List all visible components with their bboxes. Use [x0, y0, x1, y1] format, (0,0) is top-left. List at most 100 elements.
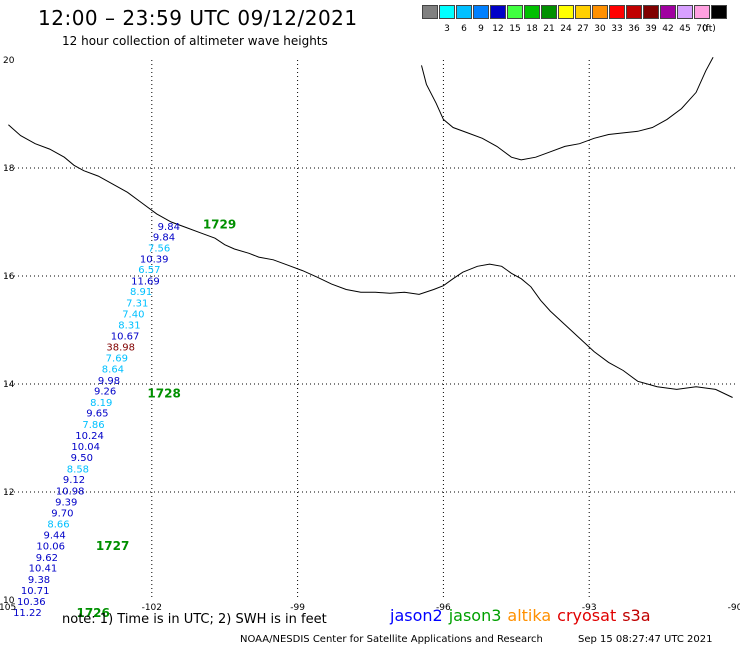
scale-swatch [660, 5, 676, 19]
scale-label: 15 [509, 24, 521, 34]
footer-timestamp: Sep 15 08:27:47 UTC 2021 [578, 634, 713, 645]
swh-value-label: 10.67 [111, 331, 140, 342]
legend-item-cryosat: cryosat [557, 606, 617, 625]
swh-value-label: 7.69 [106, 354, 128, 365]
scale-label: 27 [577, 24, 589, 34]
swh-value-label: 7.40 [122, 309, 144, 320]
swh-value-label: 8.19 [90, 398, 112, 409]
swh-value-label: 9.50 [71, 453, 93, 464]
swh-value-label: 8.31 [118, 321, 140, 332]
swh-value-label: 9.44 [43, 531, 65, 542]
lat-tick-label: 18 [3, 164, 15, 174]
lon-tick-label: -96 [436, 603, 451, 613]
swh-value-label: 8.66 [47, 519, 69, 530]
map-subtitle: 12 hour collection of altimeter wave hei… [62, 34, 328, 48]
swh-value-label: 7.56 [148, 243, 170, 254]
swh-value-label: 9.39 [55, 497, 77, 508]
legend-item-s3a: s3a [622, 606, 651, 625]
map-grid [6, 60, 735, 600]
scale-swatch [422, 5, 438, 19]
scale-label: 12 [492, 24, 504, 34]
legend-item-jason2: jason2 [390, 606, 443, 625]
swh-value-label: 10.04 [71, 442, 100, 453]
swh-value-label: 8.64 [102, 364, 124, 375]
track-time-label: 1726 [76, 606, 109, 620]
altimeter-track: 9.849.847.5610.396.5711.698.917.317.408.… [13, 218, 236, 620]
scale-label: 3 [444, 24, 450, 34]
scale-swatch [643, 5, 659, 19]
lon-tick-label: -105 [0, 603, 16, 613]
scale-swatch [626, 5, 642, 19]
scale-unit-label: (ft) [702, 24, 716, 34]
scale-swatch [456, 5, 472, 19]
scale-swatch [507, 5, 523, 19]
scale-label: 24 [560, 24, 572, 34]
scale-label: 9 [478, 24, 484, 34]
lon-tick-label: -99 [290, 603, 305, 613]
swh-value-label: 10.39 [140, 254, 169, 265]
track-time-label: 1728 [147, 387, 180, 401]
swh-value-label: 9.98 [98, 376, 120, 387]
swh-value-label: 9.12 [63, 475, 85, 486]
swh-value-label: 9.65 [86, 409, 108, 420]
scale-label: 6 [461, 24, 467, 34]
swh-value-label: 7.31 [126, 299, 148, 310]
swh-value-label: 9.70 [51, 509, 73, 520]
swh-value-label: 9.38 [28, 575, 50, 586]
lon-tick-label: -93 [582, 603, 597, 613]
scale-label: 18 [526, 24, 538, 34]
lat-tick-label: 14 [3, 380, 15, 390]
swh-value-label: 7.86 [82, 420, 104, 431]
lon-tick-label: -102 [142, 603, 162, 613]
scale-label: 36 [628, 24, 640, 34]
scale-label: 42 [662, 24, 674, 34]
legend-item-altika: altika [507, 606, 552, 625]
swh-value-label: 9.84 [158, 222, 180, 233]
satellite-legend: jason2 jason3 altika cryosat s3a [390, 606, 657, 625]
scale-swatch [473, 5, 489, 19]
scale-label: 45 [679, 24, 691, 34]
coastline [8, 57, 733, 398]
scale-swatch [541, 5, 557, 19]
note-text: note: 1) Time is in UTC; 2) SWH is in fe… [62, 612, 327, 627]
footer-credit: NOAA/NESDIS Center for Satellite Applica… [240, 634, 543, 645]
map-axes: -105 -102 -99 -96 -93 -90 20 18 16 14 12 10 [0, 56, 740, 613]
gulf-coastline [421, 57, 714, 161]
swh-value-label: 10.98 [56, 486, 85, 497]
scale-swatch [592, 5, 608, 19]
scale-swatch [711, 5, 727, 19]
map-title: 12:00 – 23:59 UTC 09/12/2021 [38, 6, 358, 30]
swh-value-label: 8.91 [130, 287, 152, 298]
track-time-label: 1727 [96, 539, 129, 553]
scale-label: 30 [594, 24, 606, 34]
scale-swatch [558, 5, 574, 19]
swh-value-label: 10.71 [21, 586, 50, 597]
scale-label: 21 [543, 24, 555, 34]
scale-swatch [490, 5, 506, 19]
swh-value-label: 9.84 [153, 233, 175, 244]
scale-swatch [524, 5, 540, 19]
swh-value-label: 11.69 [131, 276, 160, 287]
swh-value-label: 10.06 [36, 542, 65, 553]
scale-swatch [677, 5, 693, 19]
legend-item-jason3: jason3 [448, 606, 502, 625]
lat-tick-label: 12 [3, 488, 14, 498]
scale-label: 70 [696, 24, 708, 34]
swh-value-label: 11.22 [13, 608, 42, 619]
scale-label: 39 [645, 24, 657, 34]
swh-value-label: 9.26 [94, 387, 116, 398]
lon-tick-label: -90 [728, 603, 740, 613]
swh-value-label: 9.62 [36, 553, 58, 564]
swh-value-label: 10.41 [29, 564, 58, 575]
lat-tick-label: 10 [3, 596, 15, 606]
swh-value-label: 6.57 [138, 265, 160, 276]
lat-tick-label: 20 [3, 56, 15, 66]
swh-value-label: 38.98 [106, 342, 135, 353]
swh-value-label: 10.24 [75, 431, 104, 442]
lat-tick-label: 16 [3, 272, 15, 282]
pacific-coastline [8, 124, 733, 398]
swh-value-label: 8.58 [67, 464, 89, 475]
scale-swatch [609, 5, 625, 19]
scale-swatch [694, 5, 710, 19]
